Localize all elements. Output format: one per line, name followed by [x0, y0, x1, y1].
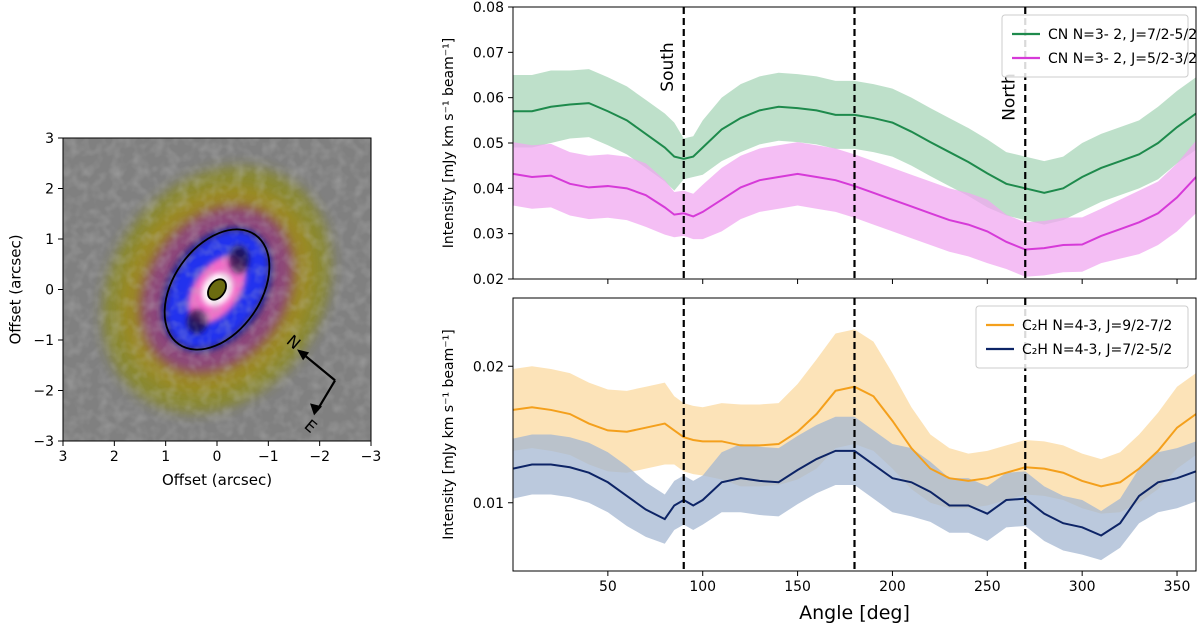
x-tick-label: −1 — [258, 449, 279, 465]
y-tick-label: 1 — [45, 232, 54, 248]
east-arrowhead — [310, 403, 323, 416]
y-axis-label: Offset (arcsec) — [7, 234, 25, 344]
legend-label-0: C₂H N=4-3, J=9/2-7/2 — [1022, 318, 1172, 334]
y-axis-label: Intensity [mJy km s⁻¹ beam⁻¹] — [441, 329, 457, 539]
y-tick-label: 0.03 — [473, 227, 504, 243]
series-1-line — [513, 449, 1196, 537]
north-arrowhead — [297, 349, 310, 361]
legend-label-1: C₂H N=4-3, J=7/2-5/2 — [1022, 342, 1172, 358]
y-tick-label: 0.02 — [473, 359, 504, 375]
cn-intensity-panel: 0.02 0.03 0.04 0.05 0.06 0.07 0.08 Intensity [m… — [441, 0, 1197, 288]
legend: CN N=3- 2, J=7/2-5/2 CN N=3- 2, J=5/2-3/2 — [1001, 14, 1197, 78]
x-tick-label: −2 — [309, 449, 330, 465]
direction-annotation: South — [658, 42, 678, 91]
axes-frame — [512, 297, 1197, 572]
y-tick-label: 2 — [45, 182, 54, 198]
series-0-line — [513, 385, 1196, 488]
legend: C₂H N=4-3, J=9/2-7/2 C₂H N=4-3, J=7/2-5/2 — [975, 305, 1189, 369]
x-axis-label: Offset (arcsec) — [162, 471, 272, 489]
series-1-line — [513, 172, 1196, 251]
x-tick-label: 2 — [110, 449, 119, 465]
direction-annotation: North — [999, 73, 1019, 121]
legend-label-1: CN N=3- 2, J=5/2-3/2 — [1048, 51, 1197, 67]
y-tick-label: −2 — [33, 384, 54, 400]
y-axis-label: Intensity [mJy km s⁻¹ beam⁻¹] — [441, 38, 457, 248]
y-tick-label: 0 — [45, 283, 54, 299]
outer-ellipse-contour — [163, 228, 271, 351]
north-arrow — [300, 351, 336, 382]
c2h-intensity-panel: 50 100 150 200 250 300 350 0.01 0.02 Intensity [m… — [441, 297, 1197, 624]
x-tick-label: 350 — [1164, 579, 1191, 595]
y-tick-label: 0.08 — [473, 0, 504, 16]
y-tick-label: 0.04 — [473, 181, 504, 197]
legend-box — [975, 305, 1189, 369]
x-tick-label: 100 — [689, 579, 716, 595]
inner-ellipse-contour — [207, 278, 227, 301]
series-0-line — [513, 102, 1196, 194]
x-tick-label: 3 — [59, 449, 68, 465]
x-tick-label: 200 — [879, 579, 906, 595]
x-tick-label: −3 — [361, 449, 382, 465]
y-tick-label: −1 — [33, 333, 54, 349]
x-axis-label: Angle [deg] — [799, 602, 910, 624]
x-tick-label: 150 — [784, 579, 811, 595]
legend-box — [1001, 14, 1189, 78]
east-arrow — [316, 379, 337, 411]
legend-label-0: CN N=3- 2, J=7/2-5/2 — [1048, 27, 1197, 43]
x-tick-label: 0 — [213, 449, 222, 465]
y-tick-label: 0.02 — [473, 272, 504, 288]
disk-image-panel: 3 2 1 0 −1 −2 −3 −3 −2 −1 0 1 2 3 Offset (arcsec) Offse… — [7, 131, 382, 489]
y-tick-label: 0.06 — [473, 91, 504, 107]
y-tick-label: 0.07 — [473, 45, 504, 61]
y-tick-label: 0.05 — [473, 136, 504, 152]
x-tick-label: 250 — [974, 579, 1001, 595]
heatmap-image — [63, 138, 371, 441]
x-tick-label: 1 — [161, 449, 170, 465]
y-tick-label: 3 — [45, 131, 54, 147]
x-tick-label: 50 — [599, 579, 617, 595]
y-tick-label: −3 — [33, 434, 54, 450]
y-tick-label: 0.01 — [473, 496, 504, 512]
x-tick-label: 300 — [1069, 579, 1096, 595]
